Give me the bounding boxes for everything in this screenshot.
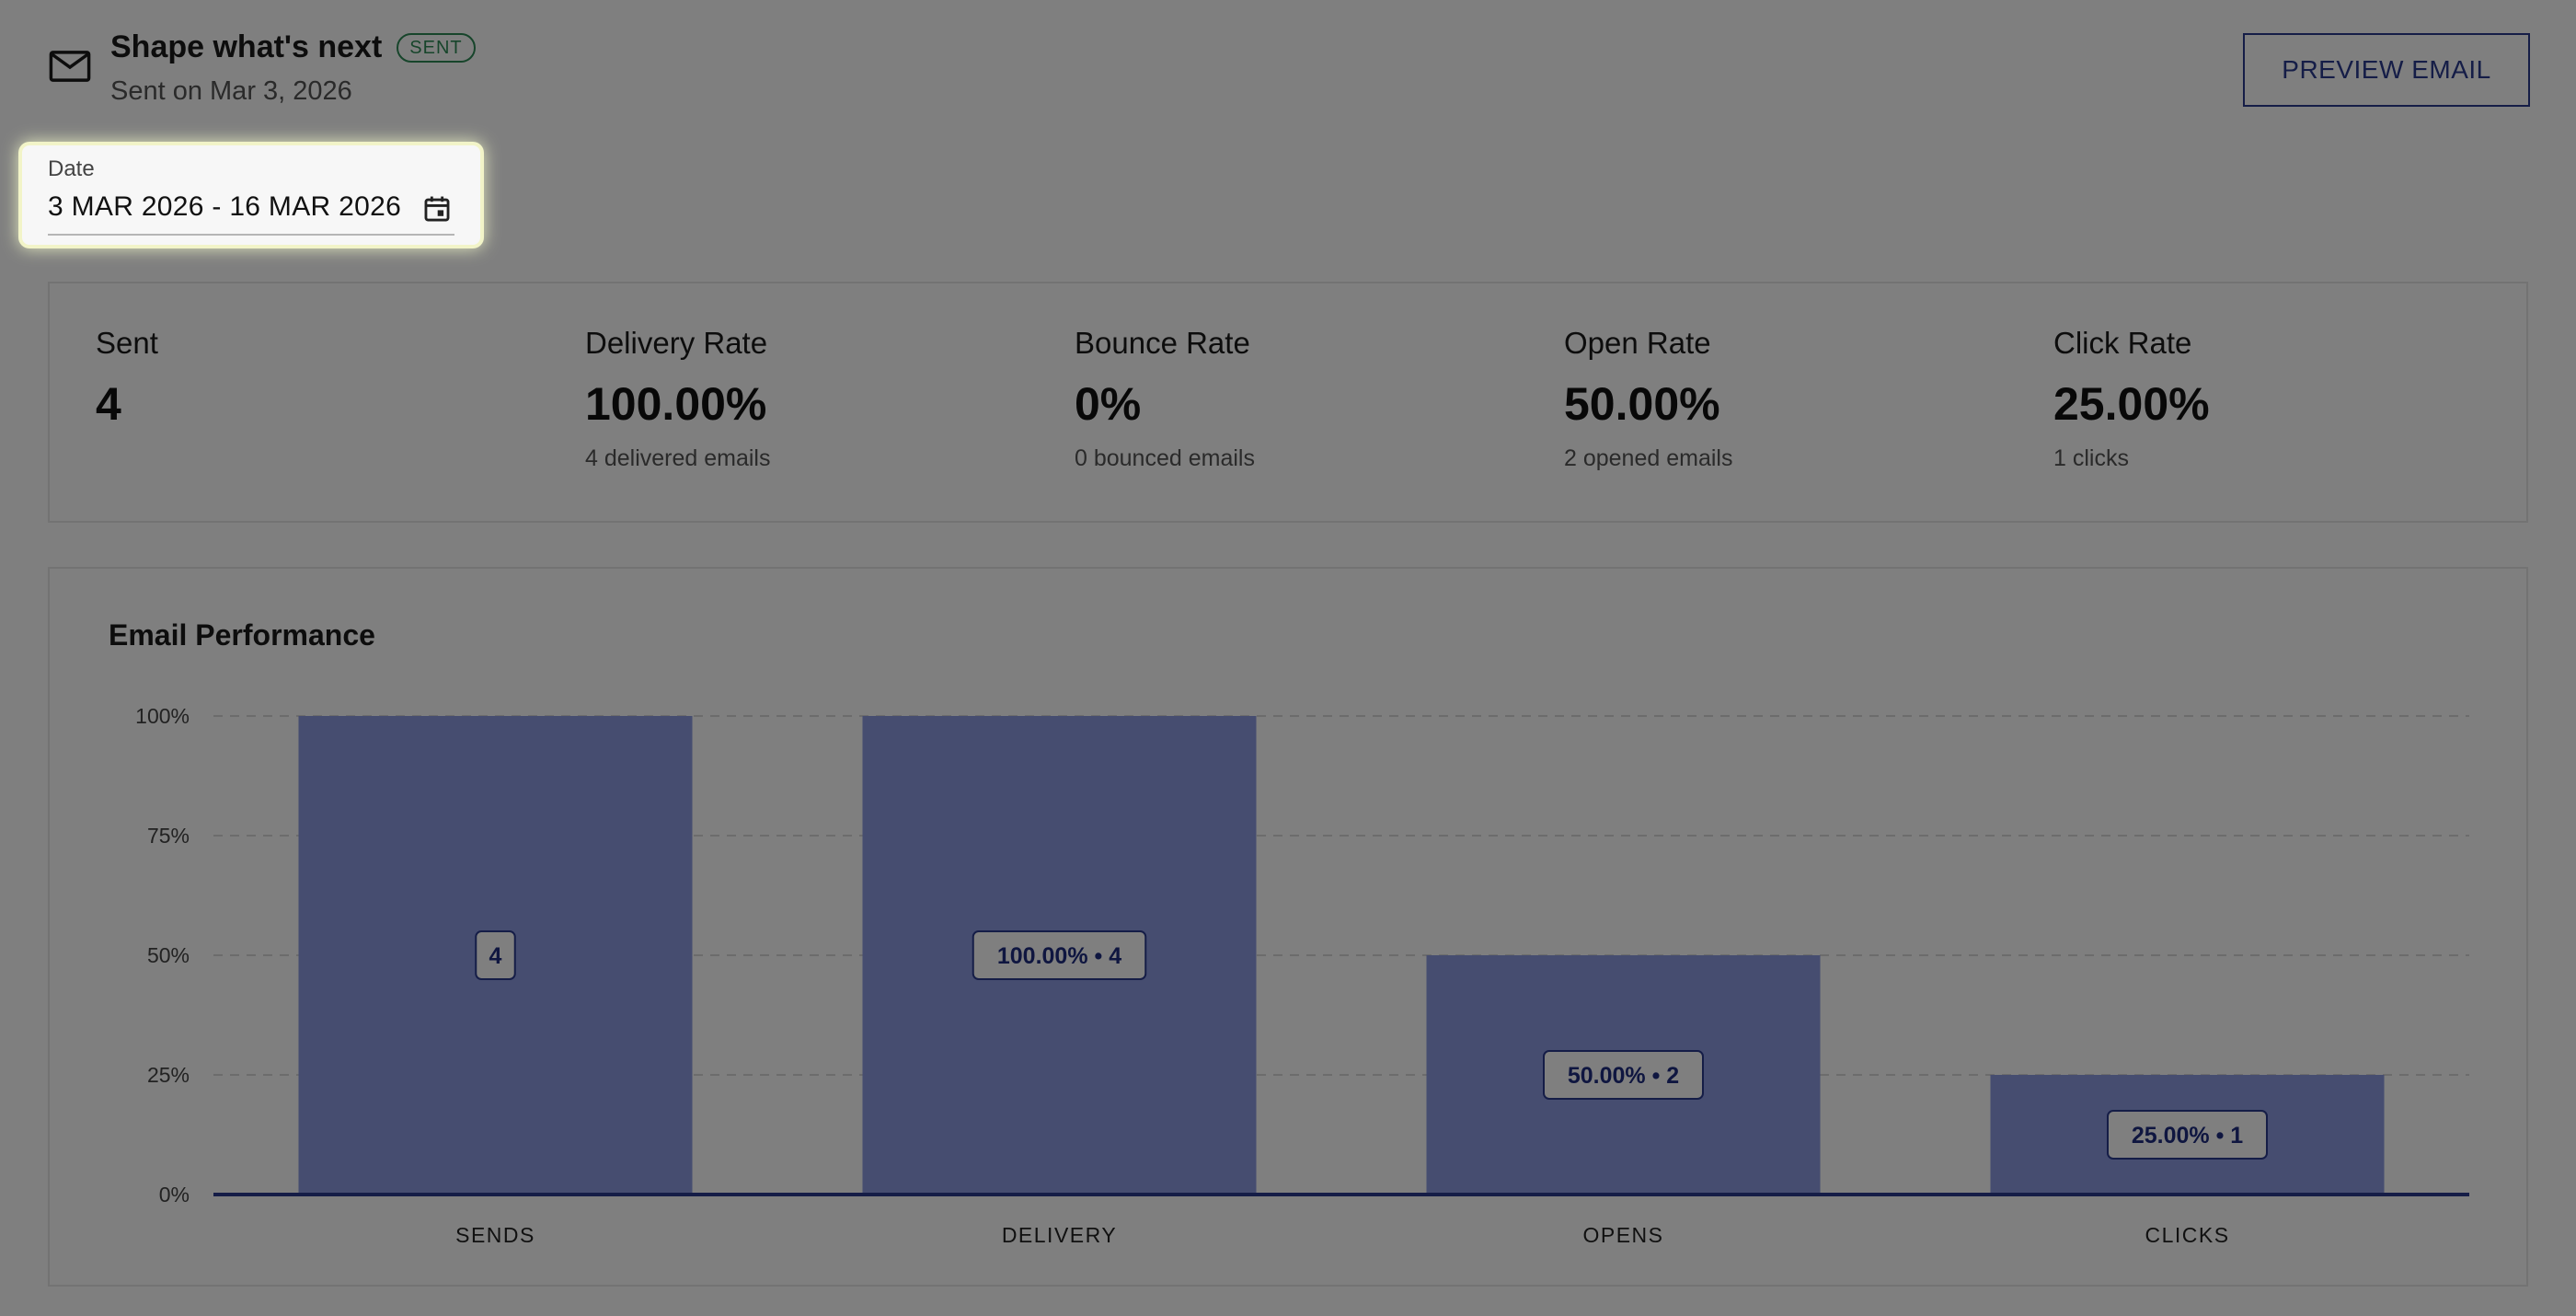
stat-open-rate: Open Rate 50.00% 2 opened emails <box>1564 326 1732 472</box>
bar-data-label: 50.00% • 2 <box>1568 1063 1679 1089</box>
date-label: Date <box>48 156 95 181</box>
email-performance-chart: 0% 25% 50% 75% 100% 4 SENDS 100.00% • 4 DELIVERY… <box>135 704 2469 1247</box>
y-tick-label: 75% <box>147 824 190 848</box>
y-tick-label: 25% <box>147 1063 190 1087</box>
stat-value: 100.00% <box>585 378 767 430</box>
stat-value: 25.00% <box>2053 378 2210 430</box>
stat-value: 4 <box>96 378 121 430</box>
stat-value: 0% <box>1075 378 1142 430</box>
bar-data-label: 25.00% • 1 <box>2132 1123 2243 1149</box>
x-tick-label: OPENS <box>1582 1223 1663 1247</box>
stat-label: Click Rate <box>2053 326 2192 360</box>
date-range-picker[interactable]: Date 3 MAR 2026 - 16 MAR 2026 <box>22 145 480 245</box>
calendar-icon[interactable] <box>421 193 453 225</box>
stat-click-rate: Click Rate 25.00% 1 clicks <box>2053 326 2210 472</box>
sent-date: Sent on Mar 3, 2026 <box>110 76 352 106</box>
y-tick-label: 0% <box>159 1183 190 1206</box>
stat-label: Bounce Rate <box>1075 326 1250 360</box>
stat-sub: 2 opened emails <box>1564 445 1733 471</box>
x-tick-label: SENDS <box>455 1223 535 1247</box>
mail-icon <box>49 51 91 82</box>
email-title: Shape what's next <box>110 29 383 64</box>
preview-email-button[interactable]: PREVIEW EMAIL <box>2243 33 2530 107</box>
stat-label: Sent <box>96 326 158 360</box>
stats-card: Sent 4 Delivery Rate 100.00% 4 delivered… <box>48 282 2528 523</box>
email-performance-card: Email Performance 0% 25% 50% 75% 100% 4 SENDS 1… <box>48 567 2528 1287</box>
email-header-text: Shape what's next SENT Sent on Mar 3, 20… <box>110 29 476 107</box>
date-underline <box>48 234 454 236</box>
stat-value: 50.00% <box>1564 378 1720 430</box>
stat-sub: 1 clicks <box>2053 445 2129 471</box>
x-tick-label: DELIVERY <box>1002 1223 1117 1247</box>
status-badge: SENT <box>397 32 476 63</box>
stat-label: Open Rate <box>1564 326 1711 360</box>
stat-sub: 4 delivered emails <box>585 445 771 471</box>
bar-data-label: 4 <box>489 943 502 969</box>
x-tick-label: CLICKS <box>2145 1223 2229 1247</box>
bar-data-label: 100.00% • 4 <box>997 943 1121 969</box>
date-range-input[interactable]: 3 MAR 2026 - 16 MAR 2026 <box>48 191 402 222</box>
y-tick-label: 100% <box>135 704 190 728</box>
stat-delivery-rate: Delivery Rate 100.00% 4 delivered emails <box>585 326 771 472</box>
y-tick-label: 50% <box>147 943 190 967</box>
stat-label: Delivery Rate <box>585 326 768 360</box>
title-row: Shape what's next SENT <box>110 29 476 65</box>
stat-bounce-rate: Bounce Rate 0% 0 bounced emails <box>1075 326 1255 472</box>
stat-sent: Sent 4 <box>96 326 158 431</box>
stat-sub: 0 bounced emails <box>1075 445 1255 471</box>
email-header: Shape what's next SENT Sent on Mar 3, 20… <box>46 29 476 107</box>
